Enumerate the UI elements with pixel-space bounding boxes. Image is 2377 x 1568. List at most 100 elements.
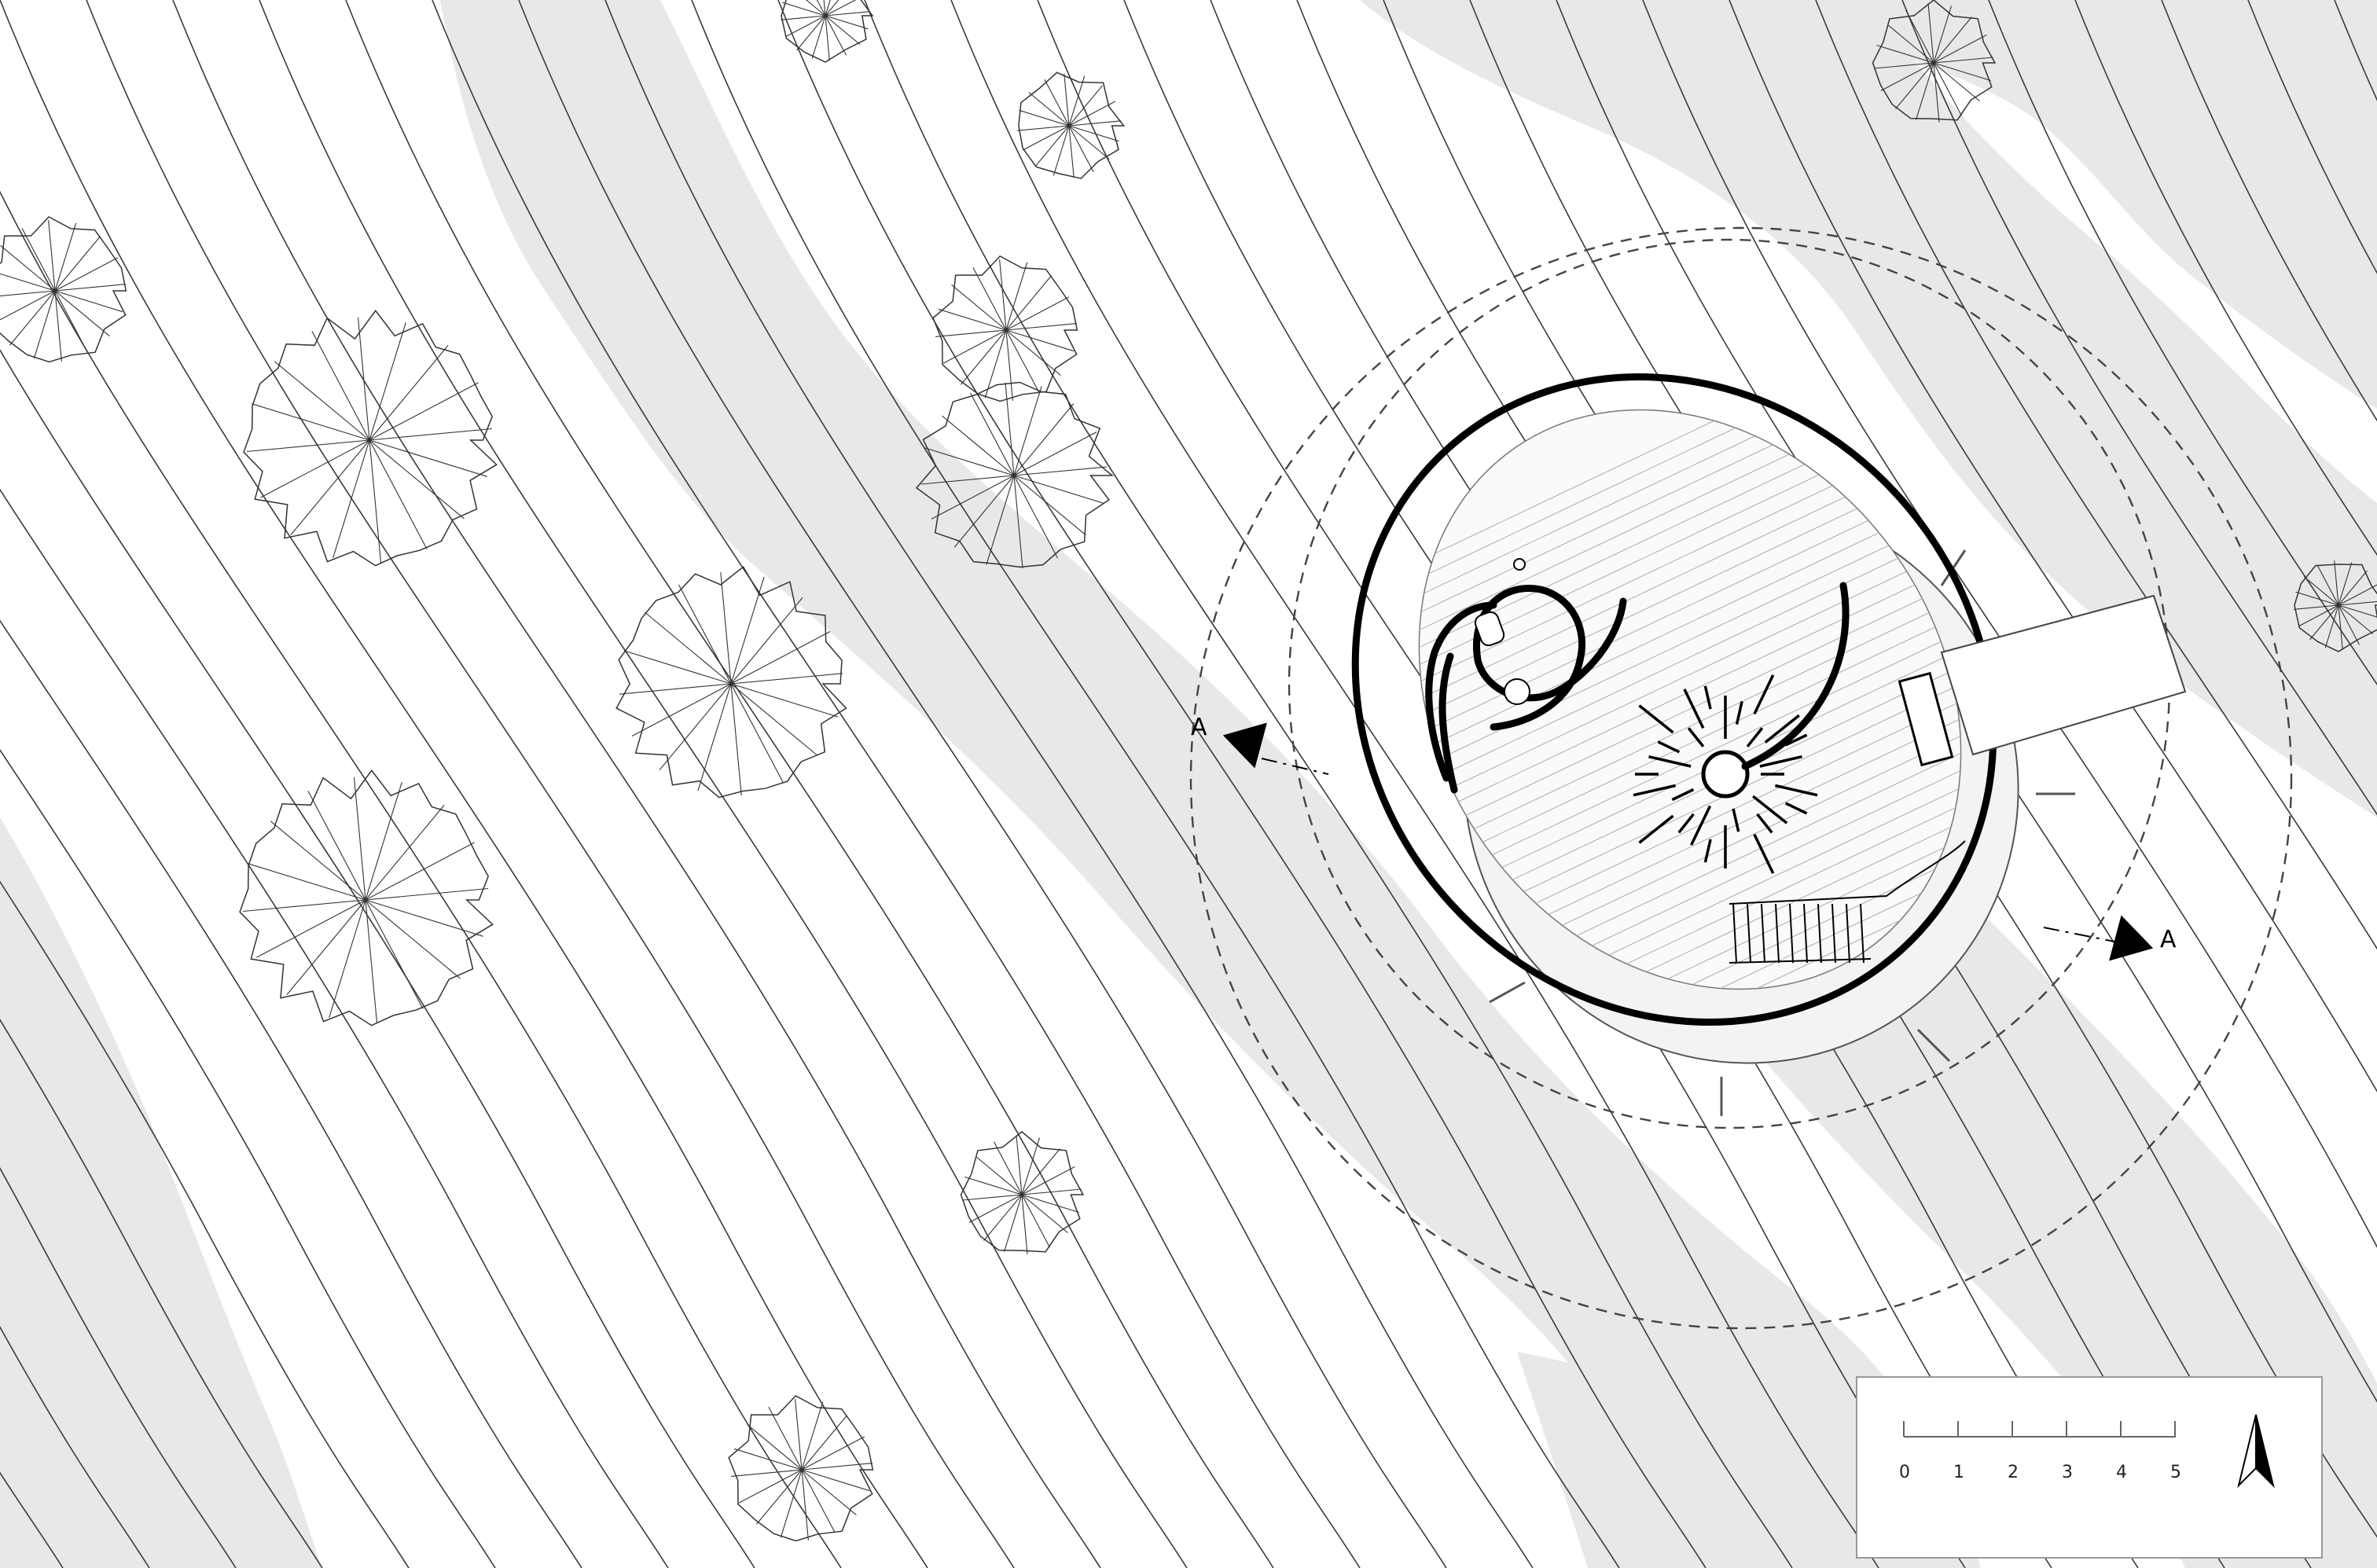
sculpture-ray bbox=[1638, 814, 1674, 844]
scale-tick-label: 4 bbox=[2116, 1463, 2127, 1482]
stair-tread bbox=[1831, 903, 1836, 964]
sculpture-ray bbox=[1677, 813, 1695, 834]
contour-line bbox=[1988, 0, 2377, 686]
contour-line bbox=[1729, 0, 2377, 1092]
sculpture-ray bbox=[1756, 813, 1773, 834]
scale-tick-label: 5 bbox=[2170, 1463, 2181, 1482]
contour-line bbox=[1642, 0, 2377, 1248]
contour-line bbox=[0, 1018, 323, 1568]
section-label-west: A bbox=[1191, 714, 1207, 741]
sculpture-ray bbox=[1784, 733, 1808, 747]
scale-tick-label: 1 bbox=[1953, 1463, 1964, 1482]
scale-tick-label: 2 bbox=[2008, 1463, 2019, 1482]
stair-tread bbox=[1860, 903, 1864, 964]
sculpture-ray bbox=[1703, 839, 1712, 863]
sculpture-ray bbox=[1735, 701, 1743, 725]
stair-tread bbox=[1817, 903, 1822, 964]
sculpture-ray bbox=[1753, 674, 1775, 715]
spiral-wall bbox=[1425, 582, 1850, 782]
sculpture-ray bbox=[1752, 795, 1788, 824]
contour-line bbox=[604, 0, 1534, 1568]
stair-tread bbox=[1803, 903, 1808, 964]
tree-icon bbox=[960, 1131, 1085, 1254]
sculpture-ray bbox=[1764, 714, 1800, 744]
tree-icon bbox=[0, 215, 127, 363]
north-arrow-icon bbox=[2237, 1414, 2275, 1489]
contour-line bbox=[432, 0, 1361, 1568]
sculpture-ray bbox=[1690, 805, 1712, 846]
contour-line bbox=[777, 0, 1707, 1568]
sculpture-ray bbox=[1671, 788, 1695, 802]
scale-bar: 0 1 2 3 4 5 bbox=[1899, 1421, 2181, 1482]
contour-line bbox=[0, 880, 410, 1568]
stair-tread bbox=[1747, 903, 1751, 964]
scale-tick-label: 0 bbox=[1899, 1463, 1910, 1482]
tree-icon bbox=[243, 310, 498, 567]
contour-line bbox=[518, 0, 1447, 1568]
contour-line bbox=[691, 0, 1620, 1568]
toilet-icon bbox=[1474, 611, 1505, 647]
tree-icon bbox=[932, 255, 1078, 402]
tree-icon bbox=[781, 0, 874, 63]
contour-line bbox=[0, 1166, 237, 1568]
sculpture-ray bbox=[1687, 727, 1705, 747]
sculpture-ray bbox=[1753, 833, 1775, 874]
pavilion-building bbox=[1351, 303, 2187, 1116]
sculpture-ray bbox=[1657, 740, 1681, 754]
central-sculpture bbox=[1633, 674, 1818, 874]
sculpture-ray bbox=[1746, 727, 1764, 747]
contour-line bbox=[0, 0, 928, 1568]
partition-wall bbox=[1438, 652, 1458, 794]
entrance-door bbox=[1898, 671, 1954, 767]
contour-line bbox=[0, 619, 582, 1568]
tree-icon bbox=[615, 566, 847, 799]
contour-line bbox=[1901, 0, 2377, 816]
stair-tread bbox=[1775, 903, 1780, 964]
tree-icon bbox=[728, 1394, 874, 1542]
central-column bbox=[1701, 750, 1750, 799]
contour-line bbox=[345, 0, 1274, 1568]
contour-line bbox=[2074, 0, 2377, 556]
contour-line bbox=[1556, 0, 2377, 1403]
tree-icon bbox=[239, 769, 494, 1026]
contour-line bbox=[0, 348, 755, 1568]
contour-line bbox=[259, 0, 1188, 1568]
sculpture-ray bbox=[1759, 755, 1802, 768]
contour-line bbox=[2161, 0, 2377, 422]
contour-line bbox=[950, 0, 1879, 1568]
contour-line bbox=[864, 0, 1793, 1568]
stair-tread bbox=[1761, 903, 1765, 964]
sculpture-ray bbox=[1784, 802, 1808, 815]
section-marker-east: A bbox=[2043, 915, 2177, 961]
sculpture-ray bbox=[1775, 784, 1818, 797]
outer-dashed-circle bbox=[1189, 226, 2293, 1330]
section-label-east: A bbox=[2160, 926, 2177, 953]
stair-tread bbox=[1789, 903, 1794, 964]
sculpture-ray bbox=[1638, 704, 1674, 734]
sculpture-ray bbox=[1648, 755, 1692, 768]
sculpture-ray bbox=[1732, 808, 1740, 832]
curved-partition bbox=[1473, 585, 1627, 731]
tree-icon bbox=[915, 381, 1114, 569]
entrance-bridge bbox=[1940, 594, 2187, 756]
stair-flight bbox=[1729, 840, 1966, 964]
sink-icon bbox=[1504, 678, 1530, 705]
sculpture-ray bbox=[1703, 685, 1712, 710]
outer-wall bbox=[1351, 373, 1997, 1026]
contour-line bbox=[0, 748, 496, 1568]
contour-line bbox=[0, 1325, 150, 1568]
section-arrow-east-icon bbox=[2109, 915, 2154, 961]
contour-line bbox=[1815, 0, 2377, 950]
tree-icon bbox=[2294, 560, 2377, 652]
contour-line bbox=[86, 0, 1015, 1568]
contour-line bbox=[0, 488, 669, 1568]
tap-icon bbox=[1513, 558, 1526, 571]
section-marker-west: A bbox=[1191, 714, 1329, 775]
sculpture-ray bbox=[1683, 689, 1705, 729]
legend-box: 0 1 2 3 4 5 bbox=[1856, 1376, 2323, 1559]
stair-tread bbox=[1732, 903, 1737, 964]
scale-tick-label: 3 bbox=[2062, 1463, 2073, 1482]
